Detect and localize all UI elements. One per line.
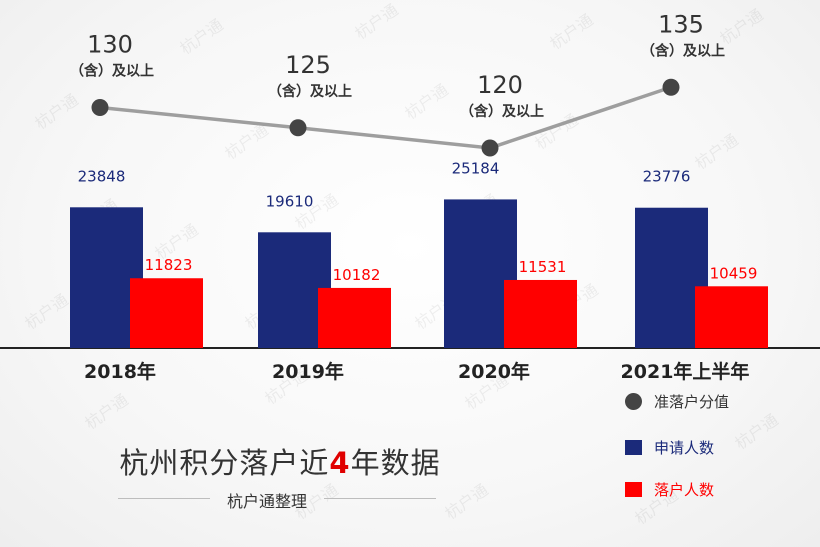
x-tick-label: 2019年 (272, 360, 344, 383)
watermark-text: 杭户通 (351, 0, 401, 43)
legend-item-settled: 落户人数 (625, 479, 714, 500)
bar-settled (504, 279, 577, 348)
score-value-label: 125 (285, 51, 331, 79)
score-suffix-label: （含）及以上 (268, 83, 352, 100)
score-value-label: 130 (87, 31, 133, 59)
score-point (662, 78, 680, 96)
caption-title-pre: 杭州积分落户近 (119, 446, 330, 480)
bar-settled (318, 287, 391, 348)
caption-title-number: 4 (329, 446, 351, 480)
square-icon (625, 440, 642, 455)
x-tick-label: 2020年 (458, 360, 530, 383)
score-line (99, 85, 672, 150)
x-tick-label: 2021年上半年 (621, 360, 750, 383)
data-label-applicants: 25184 (452, 159, 500, 177)
caption-rule-right (324, 498, 436, 499)
watermark-text: 杭户通 (21, 290, 71, 333)
data-label-settled: 10182 (333, 266, 381, 284)
score-suffix-label: （含）及以上 (641, 42, 725, 59)
score-value-label: 135 (658, 10, 704, 38)
caption-rule-left (118, 498, 210, 499)
legend-label-applicants: 申请人数 (654, 439, 715, 457)
score-point (289, 119, 307, 137)
watermark-text: 杭户通 (716, 5, 766, 48)
x-tick-label: 2018年 (84, 360, 156, 383)
caption-subtitle: 杭户通整理 (226, 492, 307, 511)
data-label-applicants: 19610 (266, 192, 314, 210)
score-point (481, 139, 499, 157)
watermark-text: 杭户通 (31, 90, 81, 133)
score-value-label: 120 (477, 71, 523, 99)
data-label-applicants: 23848 (78, 167, 126, 185)
watermark-text: 杭户通 (221, 120, 271, 163)
data-label-settled: 10459 (710, 264, 758, 282)
legend-label-score: 准落户分值 (654, 393, 730, 411)
watermark-text: 杭户通 (176, 15, 226, 58)
score-suffix-label: （含）及以上 (460, 103, 544, 120)
dot-icon (625, 393, 642, 410)
score-point (91, 99, 109, 116)
legend-label-settled: 落户人数 (654, 481, 715, 499)
legend-item-applicants: 申请人数 (625, 437, 714, 458)
bar-settled (695, 286, 768, 348)
watermark-text: 杭户通 (81, 390, 131, 433)
watermark-text: 杭户通 (546, 10, 596, 53)
watermark-text: 杭户通 (401, 80, 451, 123)
watermark-text: 杭户通 (691, 130, 741, 173)
score-suffix-label: （含）及以上 (70, 63, 154, 80)
data-label-settled: 11531 (519, 258, 567, 276)
watermark-text: 杭户通 (731, 410, 781, 453)
legend-item-score: 准落户分值 (625, 391, 729, 412)
caption-title-post: 年数据 (350, 446, 441, 480)
data-label-settled: 11823 (145, 256, 193, 274)
caption-title: 杭州积分落户近4年数据 (0, 440, 560, 482)
watermark-text: 杭户通 (441, 480, 491, 523)
data-label-applicants: 23776 (643, 168, 691, 186)
bar-settled (130, 278, 203, 348)
square-icon (625, 482, 642, 497)
